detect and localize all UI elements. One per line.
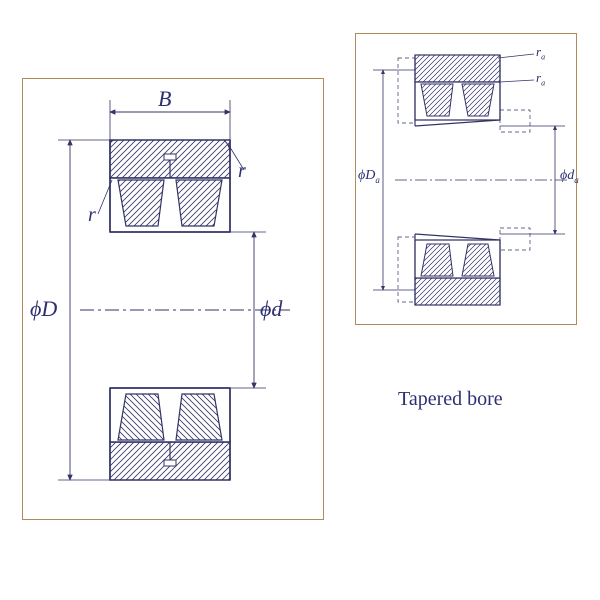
- right-cross-section: [0, 0, 600, 600]
- label-phi-Da: ϕDa: [358, 168, 380, 185]
- diagram-canvas: B ϕD ϕd r r: [0, 0, 600, 600]
- label-ra-side: ra: [536, 70, 545, 88]
- label-ra-top: ra: [536, 44, 545, 62]
- label-phi-da: ϕda: [560, 168, 579, 185]
- caption-tapered-bore: Tapered bore: [398, 388, 503, 411]
